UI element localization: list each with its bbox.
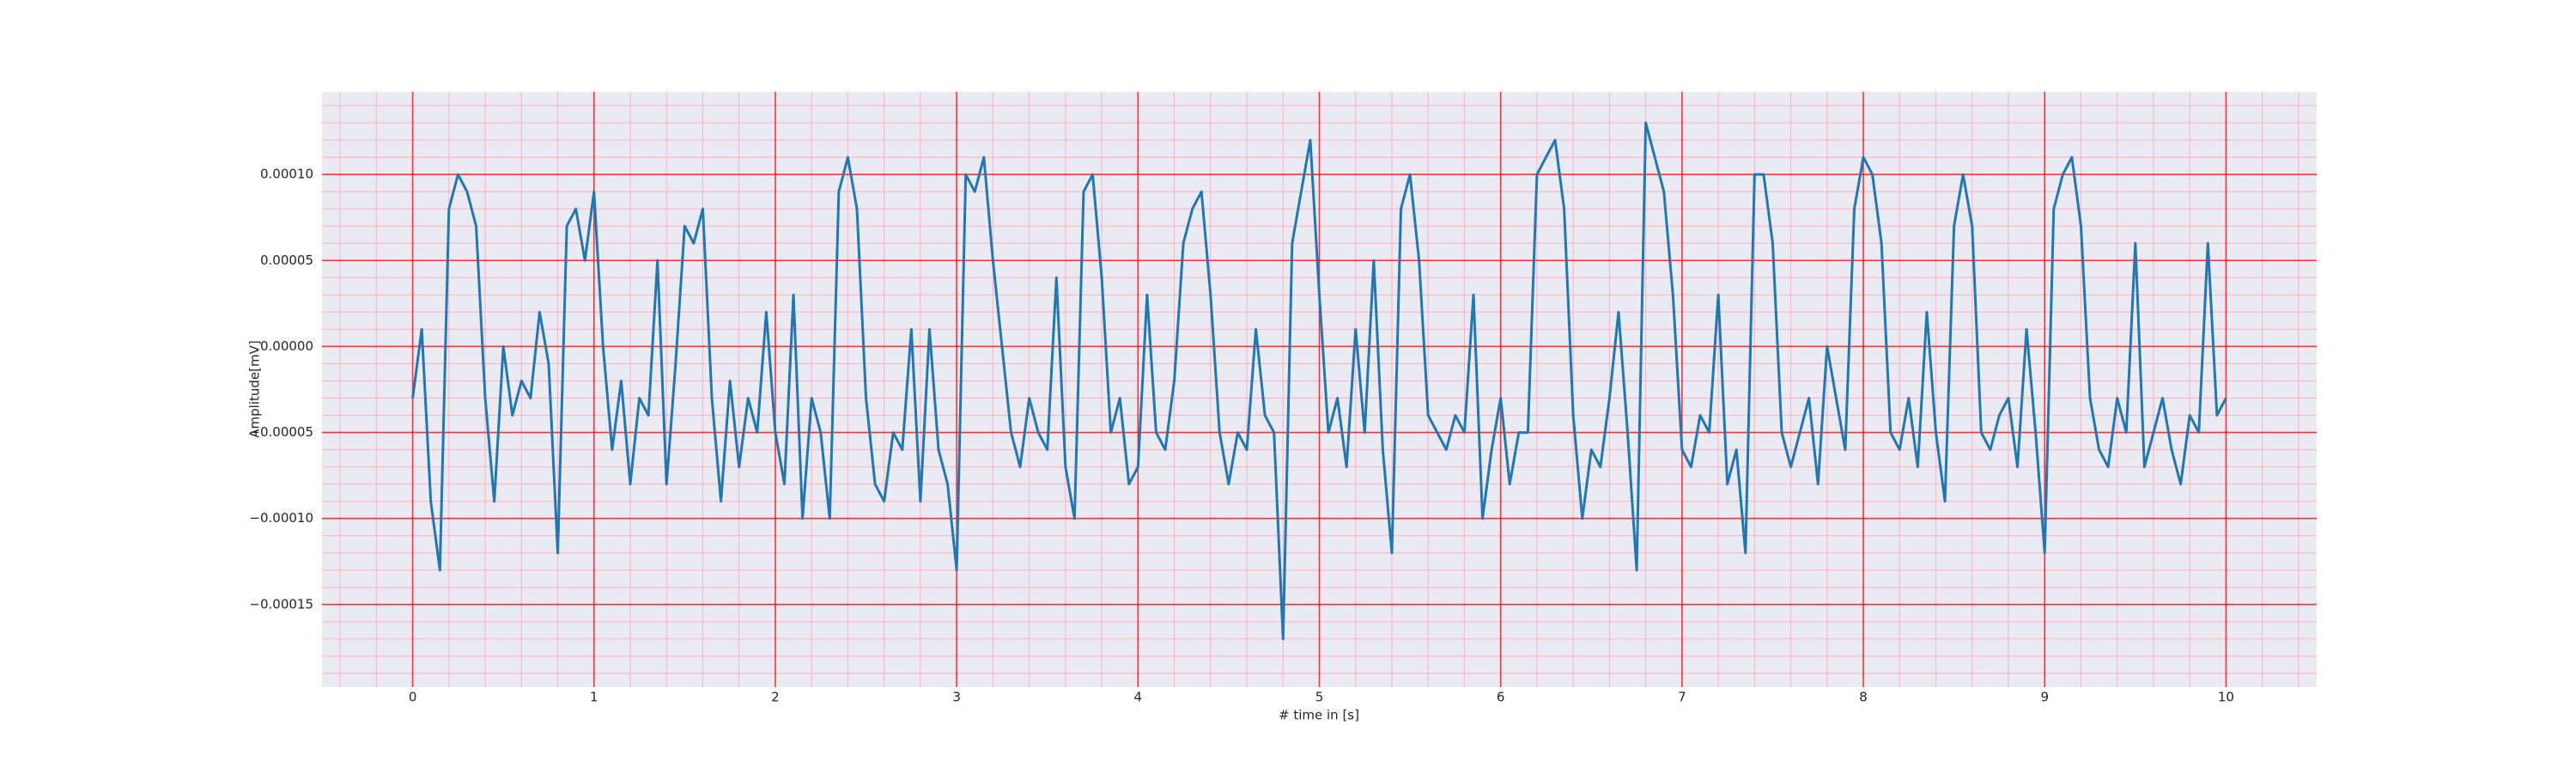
y-tick-label: 0.00000 [260, 338, 313, 354]
x-tick-label: 4 [1134, 690, 1143, 705]
signal-line [411, 121, 2227, 641]
major-grid [322, 92, 2317, 687]
y-tick-label: 0.00010 [260, 167, 313, 182]
x-tick-label: 8 [1859, 690, 1868, 705]
x-tick-label: 3 [952, 690, 961, 705]
y-tick-label: −0.00015 [249, 596, 313, 612]
y-tick-label: −0.00010 [249, 510, 313, 526]
labels: 0 1 2 3 4 5 6 7 8 9 10 0.00010 0.00005 0.00000 −0.0000… [249, 167, 2234, 705]
y-tick-label: −0.00005 [249, 424, 313, 440]
x-tick-label: 0 [409, 690, 417, 705]
plot-lines [411, 121, 2227, 641]
x-tick-label: 9 [2040, 690, 2049, 705]
y-tick-label: 0.00005 [260, 253, 313, 268]
x-tick-label: 5 [1315, 690, 1324, 705]
x-tick-label: 10 [2218, 690, 2234, 705]
x-tick-label: 2 [771, 690, 780, 705]
y-axis-label: Amplitude[mV] [247, 340, 263, 437]
x-tick-label: 1 [590, 690, 598, 705]
x-axis-label: # time in [s] [1279, 708, 1359, 723]
x-tick-label: 7 [1678, 690, 1686, 705]
x-tick-label: 6 [1497, 690, 1505, 705]
